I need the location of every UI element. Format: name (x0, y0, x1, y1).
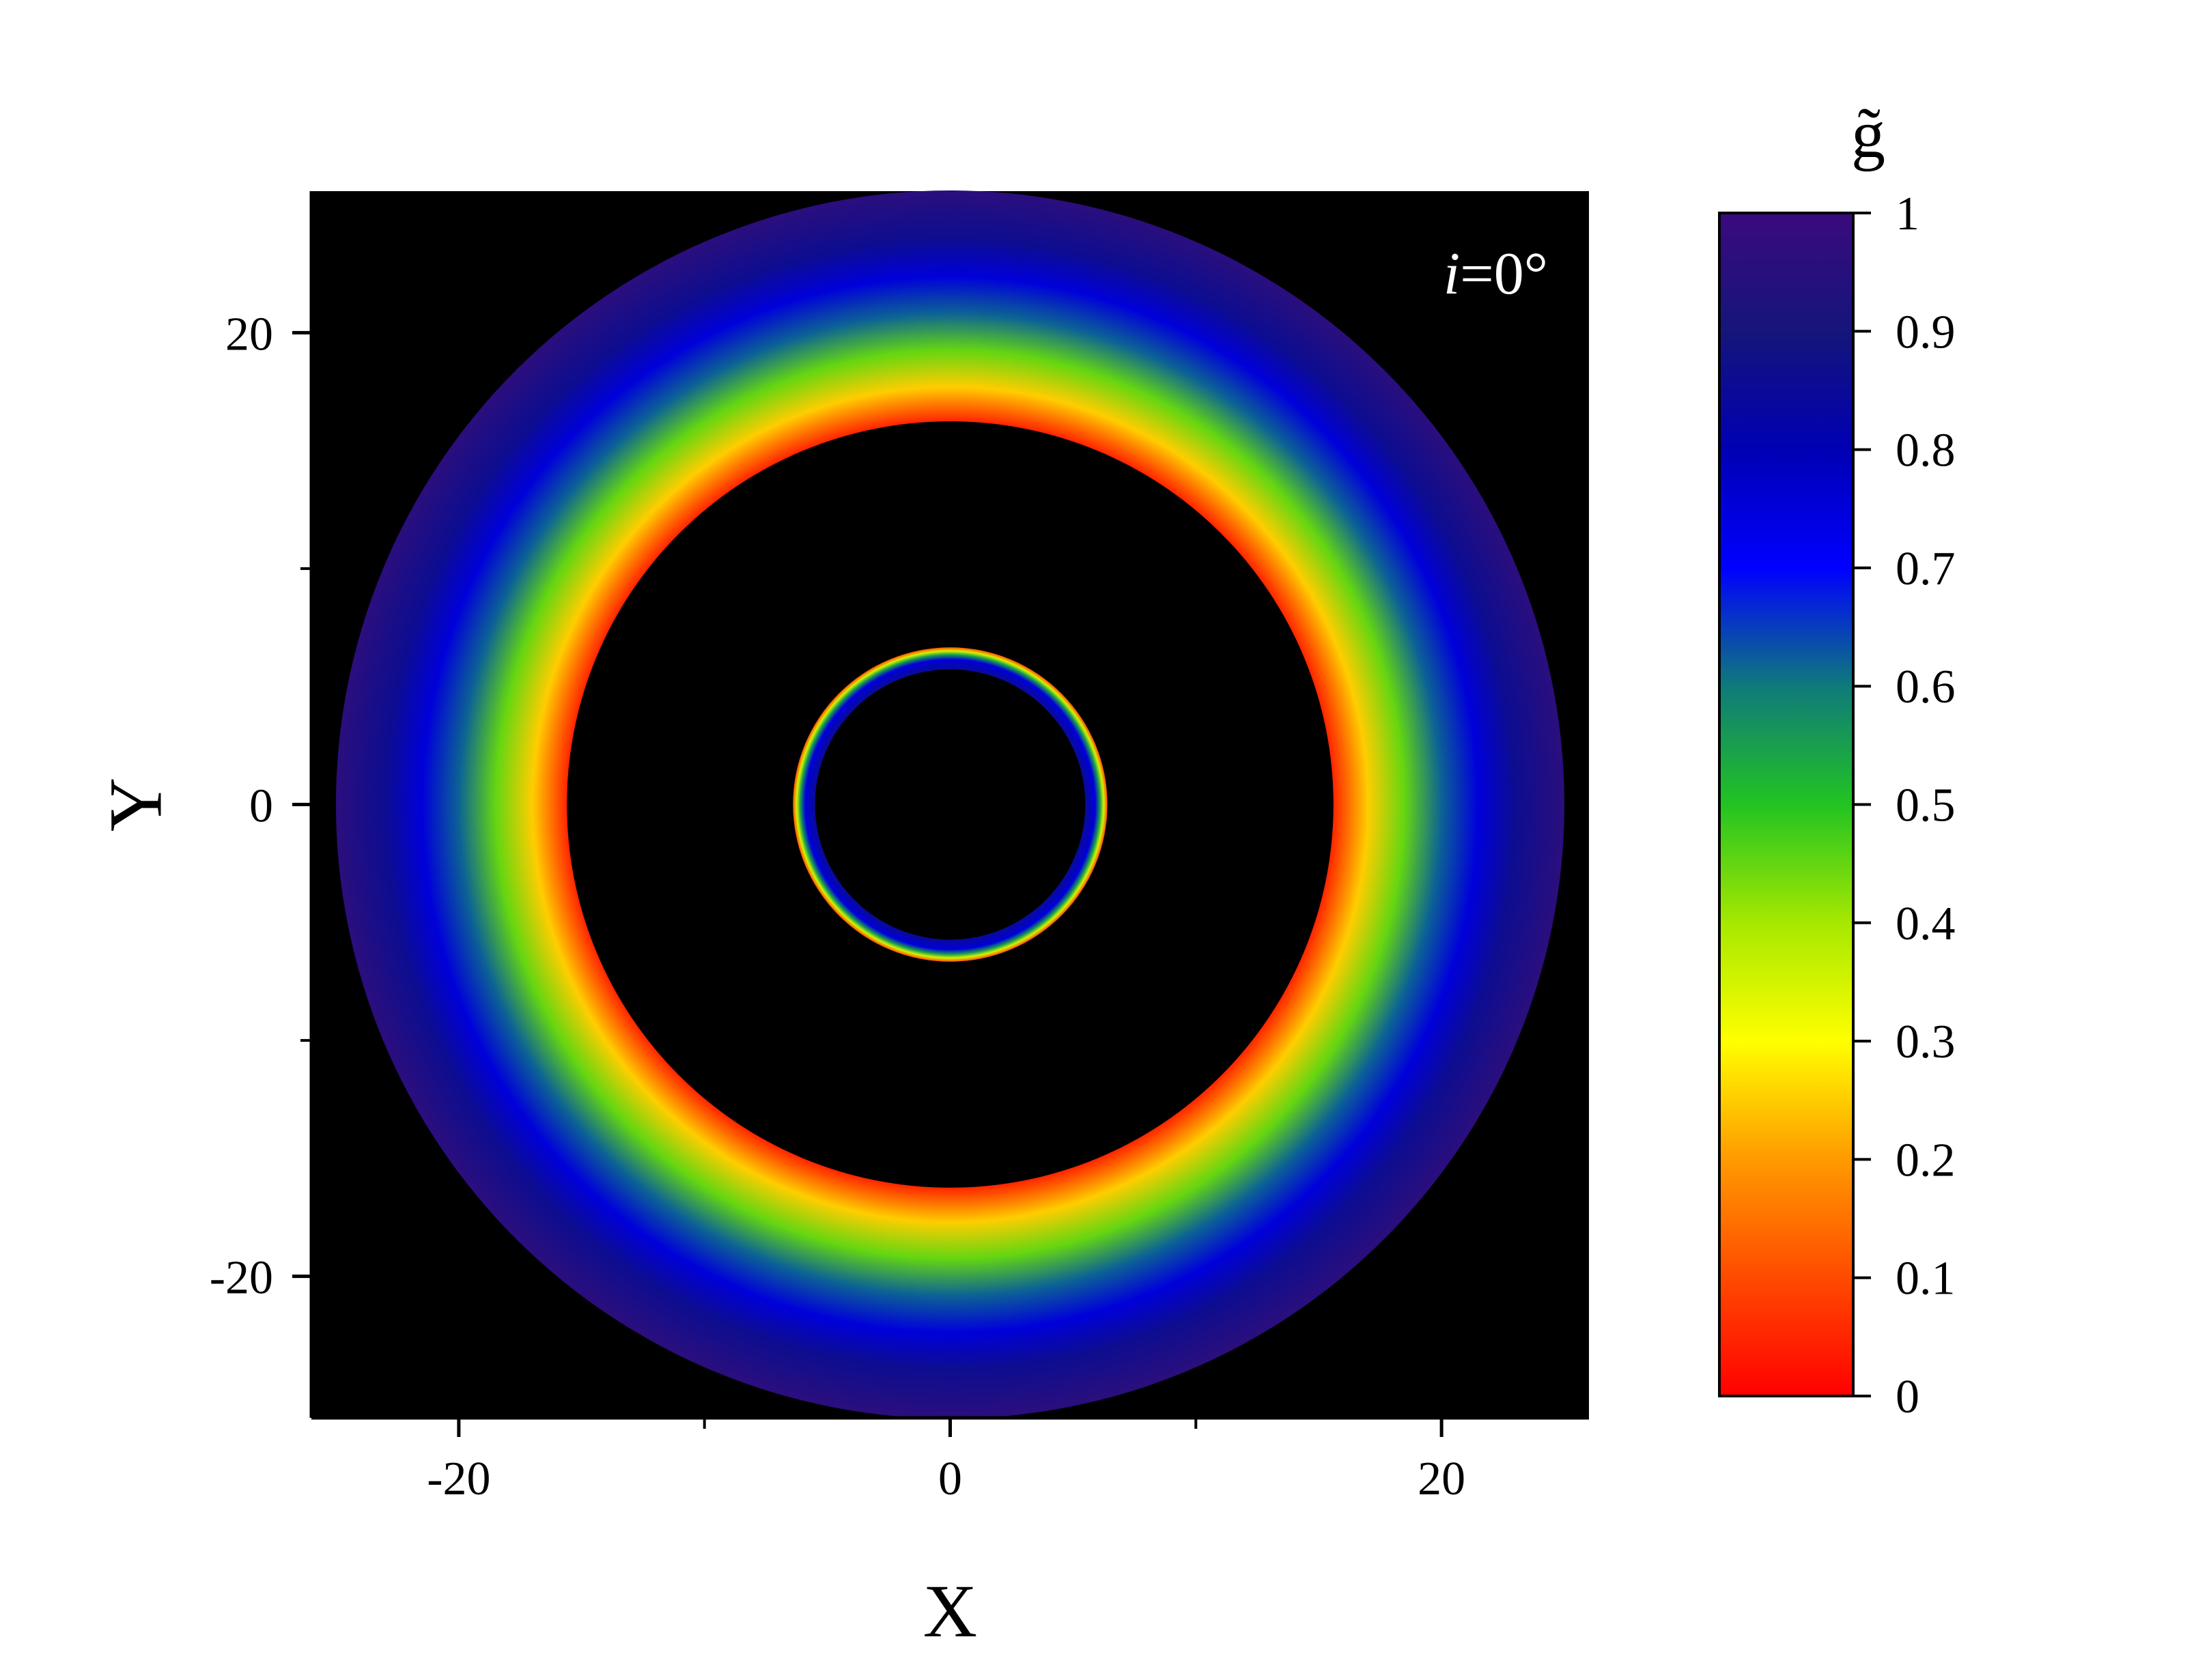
x-tick-label: 0 (938, 1453, 962, 1505)
annotation-text: =0° (1460, 241, 1548, 307)
colorbar-tick-label: 0.1 (1896, 1253, 1956, 1305)
colorbar-tick-label: 0.4 (1896, 898, 1956, 950)
y-tick-label: 0 (249, 780, 273, 833)
axes: -20 0 20 -20 0 20 (210, 191, 1589, 1505)
colorbar-tick-label: 0.7 (1896, 543, 1956, 595)
colorbar-tick-label: 0.9 (1896, 306, 1956, 358)
plot-area: i=0° (311, 190, 1589, 1419)
colorbar-tick-label: 0.2 (1896, 1134, 1956, 1186)
secondary-image-inner-edge (815, 669, 1086, 940)
y-tick-label: -20 (210, 1252, 273, 1305)
y-tick-label: 20 (225, 308, 273, 360)
y-axis-title: Y (94, 778, 177, 831)
colorbar-tick-label: 0.5 (1896, 780, 1956, 832)
colorbar: 0 0.1 0.2 0.3 0.4 0.5 0.6 0.7 0.8 0.9 1 g̃ (1718, 96, 1956, 1423)
colorbar-tick-label: 0.3 (1896, 1016, 1956, 1068)
colorbar-title: g̃ (1851, 96, 1885, 172)
x-axis-title: X (923, 1569, 977, 1653)
colorbar-bar (1718, 212, 1855, 1397)
annotation-italic: i (1444, 241, 1460, 307)
colorbar-ticks: 0 0.1 0.2 0.3 0.4 0.5 0.6 0.7 0.8 0.9 1 (1853, 188, 1956, 1423)
colorbar-tick-label: 0 (1896, 1371, 1919, 1423)
inclination-annotation: i=0° (1444, 241, 1548, 307)
colorbar-tick-label: 1 (1896, 188, 1919, 240)
x-tick-label: -20 (427, 1453, 490, 1505)
x-tick-label: 20 (1418, 1453, 1465, 1505)
colorbar-tick-label: 0.8 (1896, 425, 1956, 477)
colorbar-tick-label: 0.6 (1896, 661, 1956, 713)
